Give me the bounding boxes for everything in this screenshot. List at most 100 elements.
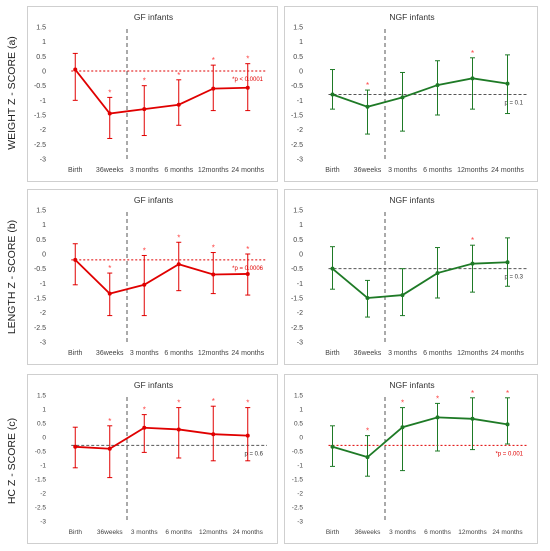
data-point: [73, 257, 78, 262]
x-tick-label: 12months: [198, 350, 229, 357]
data-point: [107, 111, 112, 116]
y-tick-label: -1.5: [35, 477, 47, 484]
y-tick-label: 1: [299, 222, 303, 229]
data-point: [176, 427, 181, 432]
data-point: [505, 81, 510, 86]
data-point: [400, 95, 405, 100]
x-tick-label: 3 months: [130, 167, 159, 174]
y-tick-label: -0.5: [292, 449, 304, 456]
significance-star: *: [366, 81, 369, 90]
x-tick-label: 36weeks: [96, 167, 124, 174]
y-tick-label: -1: [40, 281, 46, 288]
chart-panel-length-gf: GF infants -3 -2.5 -2 -1.5 -1 -0.5 0 0.5 1 1.5 Birt…: [27, 189, 278, 365]
x-tick-label: 24 months: [233, 529, 264, 536]
y-tick-label: -2.5: [291, 325, 303, 332]
y-tick-label: -2: [297, 491, 303, 498]
y-tick-label: 1.5: [36, 25, 46, 32]
data-point: [435, 415, 440, 420]
data-point: [211, 432, 216, 437]
x-tick-label: Birth: [68, 350, 83, 357]
data-point: [470, 416, 475, 421]
y-tick-label: 0.5: [294, 421, 303, 428]
y-tick-label: -3: [40, 157, 46, 164]
significance-star: *: [108, 417, 111, 426]
data-point: [142, 425, 147, 430]
y-tick-label: -2.5: [292, 505, 304, 512]
chart-svg: NGF infants -3 -2.5 -2 -1.5 -1 -0.5 0 0.5 1 1.5 Bir…: [291, 12, 527, 174]
p-value-label: p = 0.6: [244, 451, 263, 457]
y-tick-label: -2: [40, 310, 46, 317]
x-tick-label: 12months: [458, 529, 487, 536]
y-tick-label: -2: [297, 310, 303, 317]
significance-star: *: [212, 244, 215, 253]
data-point: [245, 85, 250, 90]
significance-star: *: [246, 245, 249, 254]
x-tick-label: Birth: [325, 167, 340, 174]
chart-title: NGF infants: [389, 12, 434, 22]
chart-panel-weight-gf: GF infants -3 -2.5 -2 -1.5 -1 -0.5 0 0.5 1 1.5 Birt…: [27, 6, 278, 182]
x-tick-label: 12months: [198, 167, 229, 174]
series-line: [74, 68, 248, 115]
significance-star: *: [177, 399, 180, 408]
y-tick-label: -3: [297, 157, 303, 164]
y-tick-label: -1.5: [34, 113, 46, 120]
y-tick-label: -1.5: [291, 296, 303, 303]
y-tick-label: -1: [40, 463, 46, 470]
x-tick-label: 3 months: [130, 350, 159, 357]
x-tick-label: 6 months: [164, 350, 193, 357]
y-tick-label: 0: [42, 435, 46, 442]
y-tick-label: -1.5: [291, 113, 303, 120]
y-tick-label: -1.5: [34, 296, 46, 303]
y-tick-label: -0.5: [291, 83, 303, 90]
y-tick-label: 1: [42, 39, 46, 46]
significance-star: *: [143, 406, 146, 415]
x-tick-label: 36weeks: [354, 350, 382, 357]
data-point: [505, 260, 510, 265]
y-tick-label: -3: [297, 519, 303, 526]
x-tick-label: 24 months: [231, 350, 264, 357]
significance-star: *: [246, 55, 249, 64]
significance-star: *: [471, 236, 474, 245]
data-point: [505, 422, 510, 427]
data-point: [330, 444, 335, 449]
data-point: [470, 76, 475, 81]
x-tick-label: 3 months: [388, 350, 417, 357]
data-point: [365, 296, 370, 300]
x-tick-label: 6 months: [423, 350, 452, 357]
chart-svg: NGF infants -3 -2.5 -2 -1.5 -1 -0.5 0 0.5 1 1.5 Bir…: [291, 195, 527, 357]
y-tick-label: -2: [40, 127, 46, 134]
data-point: [470, 261, 475, 266]
y-tick-label: 1: [42, 407, 46, 414]
x-tick-label: 24 months: [491, 167, 524, 174]
y-tick-label: 1: [42, 222, 46, 229]
significance-star: *: [246, 399, 249, 408]
significance-star: *: [366, 427, 369, 436]
chart-panel-hc-ngf: NGF infants -3 -2.5 -2 -1.5 -1 -0.5 0 0.5 1 1.5 Bir…: [284, 374, 538, 544]
x-tick-label: 12months: [199, 529, 228, 536]
data-point: [400, 425, 405, 430]
series-line: [75, 426, 248, 450]
y-tick-label: 0: [42, 252, 46, 259]
x-tick-label: 24 months: [491, 350, 524, 357]
data-point: [435, 83, 440, 88]
y-tick-label: -3: [297, 340, 303, 347]
data-point: [245, 433, 250, 438]
chart-title: GF infants: [134, 195, 173, 205]
chart-svg: GF infants -3 -2.5 -2 -1.5 -1 -0.5 0 0.5 1 1.5 Birt…: [34, 195, 267, 357]
data-point: [176, 102, 181, 107]
significance-star: *: [143, 77, 146, 86]
data-point: [107, 291, 112, 296]
significance-star: *: [212, 397, 215, 406]
chart-panel-weight-ngf: NGF infants -3 -2.5 -2 -1.5 -1 -0.5 0 0.5 1 1.5 Bir…: [284, 6, 538, 182]
x-tick-label: Birth: [69, 529, 83, 536]
significance-star: *: [108, 88, 111, 97]
data-point: [73, 67, 78, 72]
data-point: [435, 271, 440, 276]
x-tick-label: 6 months: [423, 167, 452, 174]
y-tick-label: 0: [299, 69, 303, 76]
data-point: [365, 104, 370, 109]
y-tick-label: 1.5: [36, 208, 46, 215]
y-tick-label: 0.5: [293, 237, 303, 244]
y-tick-label: 1.5: [294, 393, 303, 400]
y-tick-label: 1.5: [293, 208, 303, 215]
